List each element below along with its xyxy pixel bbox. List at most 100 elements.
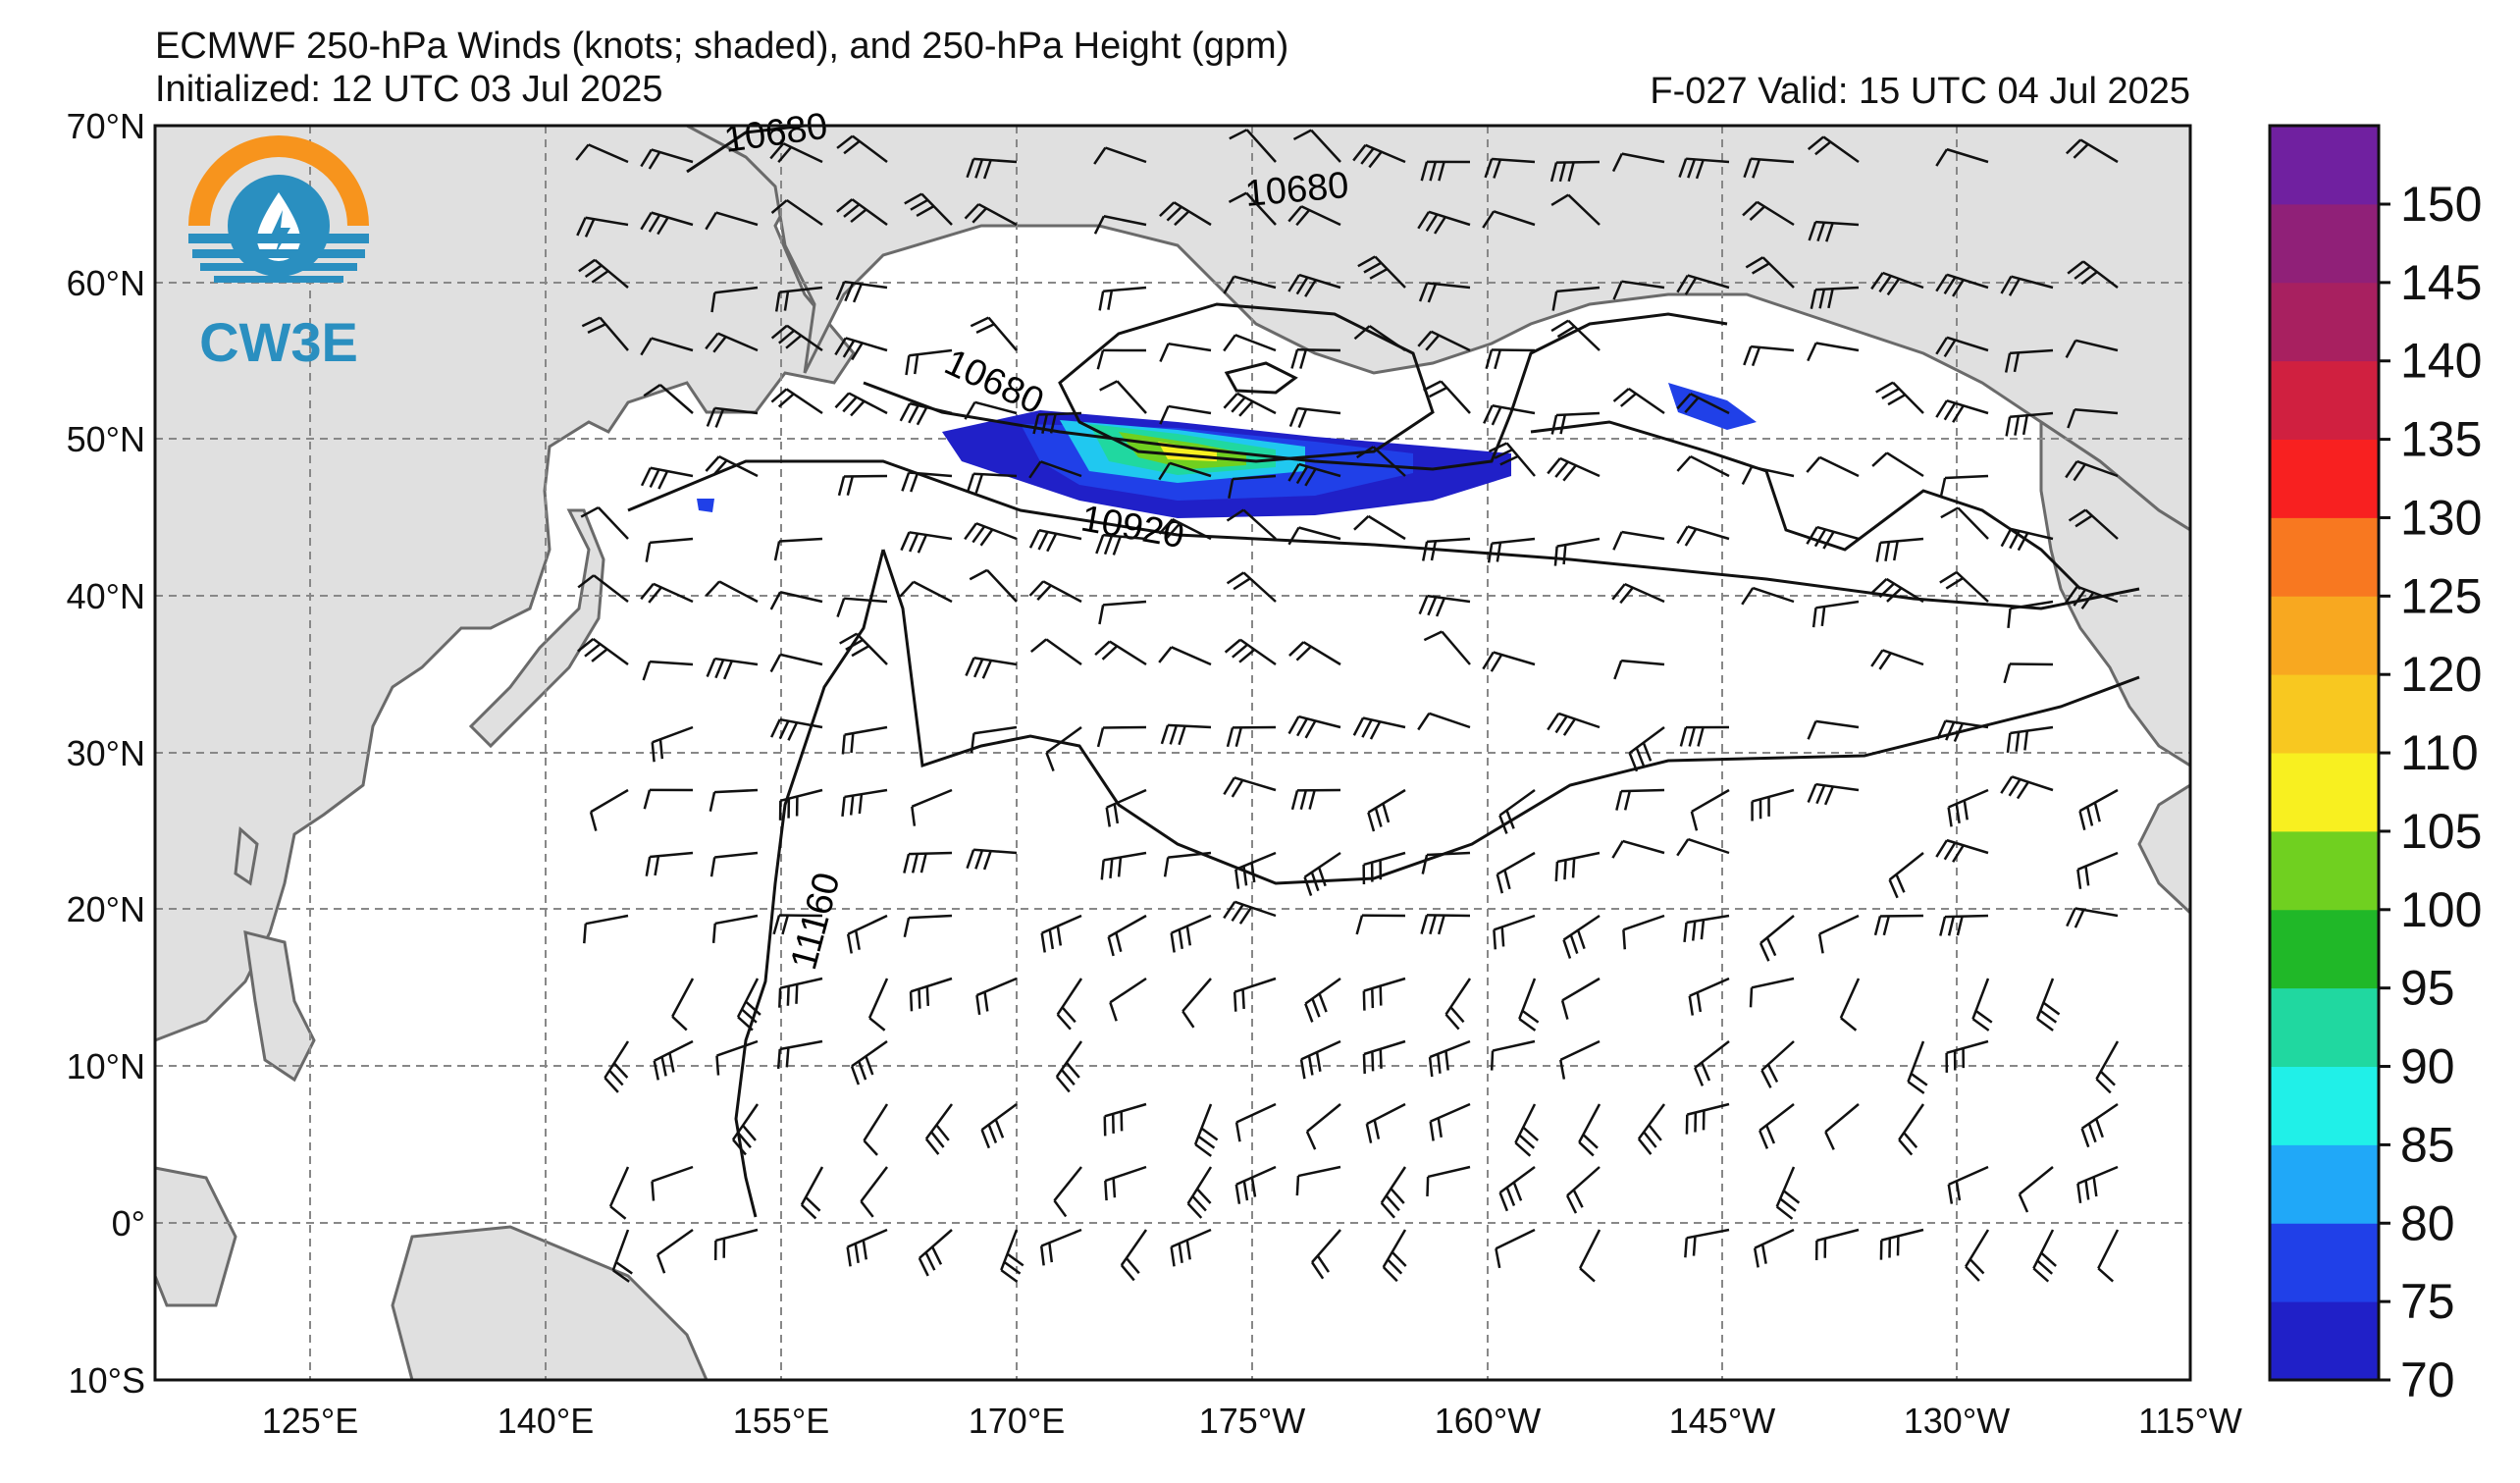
wind-barb [1418, 594, 1471, 617]
wind-barb [1426, 1165, 1471, 1196]
wind-barb [1056, 978, 1083, 1031]
wind-barb [966, 472, 1018, 494]
wind-barb [1287, 205, 1341, 227]
wind-barb [860, 1166, 888, 1218]
wind-barb [2065, 585, 2119, 609]
wind-barb [899, 580, 953, 604]
wind-barb [846, 914, 888, 954]
wind-barb [1817, 914, 1860, 954]
wind-barb [604, 1040, 630, 1093]
wind-barb [778, 788, 823, 821]
wind-barb [1496, 851, 1536, 894]
wind-barb [705, 211, 759, 231]
wind-barb [710, 286, 759, 313]
wind-barb [576, 216, 629, 238]
wind-barb [1935, 273, 1989, 297]
wind-barb [1104, 1165, 1147, 1201]
wind-barb [2006, 725, 2054, 754]
wind-barb [1560, 977, 1601, 1020]
logo-wave-1 [188, 234, 369, 243]
wind-barb [1353, 514, 1406, 541]
wind-barb [1935, 336, 1989, 358]
wind-barb [1487, 537, 1536, 563]
wind-barb [1045, 725, 1082, 771]
wind-barb [1759, 915, 1795, 962]
wind-barb [1094, 640, 1147, 666]
wind-barb [1482, 651, 1536, 672]
wind-barb [901, 471, 953, 493]
wind-barb [1684, 1228, 1730, 1258]
wind-barb [1353, 325, 1406, 352]
initialized-time: Initialized: 12 UTC 03 Jul 2025 [155, 69, 663, 110]
wind-barb [2032, 1229, 2057, 1283]
wind-barb [1098, 600, 1147, 625]
wind-barb [1229, 129, 1277, 163]
wind-barb [1498, 788, 1536, 834]
cw3e-logo: CW3E [188, 135, 369, 373]
wind-barb [769, 142, 823, 164]
wind-barb [1418, 282, 1471, 303]
wind-barb [905, 348, 953, 376]
wind-barb [611, 1229, 633, 1283]
wind-barb [1947, 1165, 1989, 1204]
wind-barb [1612, 530, 1665, 551]
wind-barb [1565, 1166, 1601, 1214]
wind-barb [1810, 286, 1860, 309]
logo-wave-2 [192, 249, 365, 258]
wind-barb [909, 977, 953, 1012]
wind-barb [1676, 454, 1730, 478]
wind-barb [1093, 215, 1147, 235]
wind-barb [770, 324, 823, 352]
wind-barb [706, 406, 759, 428]
wind-barb [589, 788, 629, 831]
wind-barb [656, 1228, 694, 1274]
wind-barb [1518, 978, 1540, 1032]
wind-barb [1676, 393, 1730, 415]
wind-barb [900, 531, 953, 554]
contour-10680-low [1058, 302, 1435, 463]
wind-barb [1742, 200, 1795, 227]
wind-barb [1032, 411, 1082, 435]
wind-barb [2095, 1040, 2120, 1094]
wind-barb [2067, 408, 2119, 429]
wind-barb [1098, 286, 1147, 311]
wind-barb [774, 286, 823, 312]
gridlines [155, 126, 2190, 1380]
wind-barb [1170, 1228, 1212, 1267]
wind-barb [1234, 1165, 1277, 1204]
colorbar-label: 130 [2400, 490, 2482, 545]
wind-barb [841, 788, 888, 817]
lat-label-10n: 10°N [67, 1046, 145, 1086]
wind-barb [1807, 342, 1860, 362]
colorbar-band [2270, 126, 2379, 205]
wind-barb [965, 656, 1018, 679]
wind-barb [1875, 381, 1924, 414]
colorbar-band [2270, 439, 2379, 518]
lon-label-115w: 115°W [2138, 1401, 2242, 1441]
colorbar-labels: 150 145 140 135 130 125 120 110 105 100 95 90 85 80 75… [2379, 177, 2482, 1407]
logo-lightning-icon [271, 210, 290, 255]
wind-barb [1550, 411, 1601, 435]
lon-label-140e: 140°E [498, 1401, 594, 1441]
wind-barb [2067, 260, 2119, 289]
wind-barb [1807, 135, 1860, 164]
wind-barb [1040, 914, 1082, 953]
wind-barb [1421, 537, 1471, 561]
wind-barb [911, 788, 953, 826]
wind-barb [1550, 193, 1601, 226]
wind-barb [924, 1103, 954, 1155]
wind-barb [1871, 577, 1924, 604]
wind-barb [841, 725, 888, 755]
wind-barb [2078, 788, 2119, 830]
wind-barb [2065, 459, 2119, 482]
colorbar-band [2270, 1301, 2379, 1381]
wind-barb [975, 977, 1018, 1016]
wind-barb [1355, 914, 1406, 935]
wind-barb [1096, 725, 1147, 748]
colorbar-label: 100 [2400, 882, 2482, 937]
wind-barb [1299, 1039, 1341, 1080]
wind-barb [2005, 411, 2054, 437]
wind-barb [581, 316, 629, 351]
wind-barb [980, 1102, 1018, 1149]
wind-barb [966, 848, 1018, 871]
